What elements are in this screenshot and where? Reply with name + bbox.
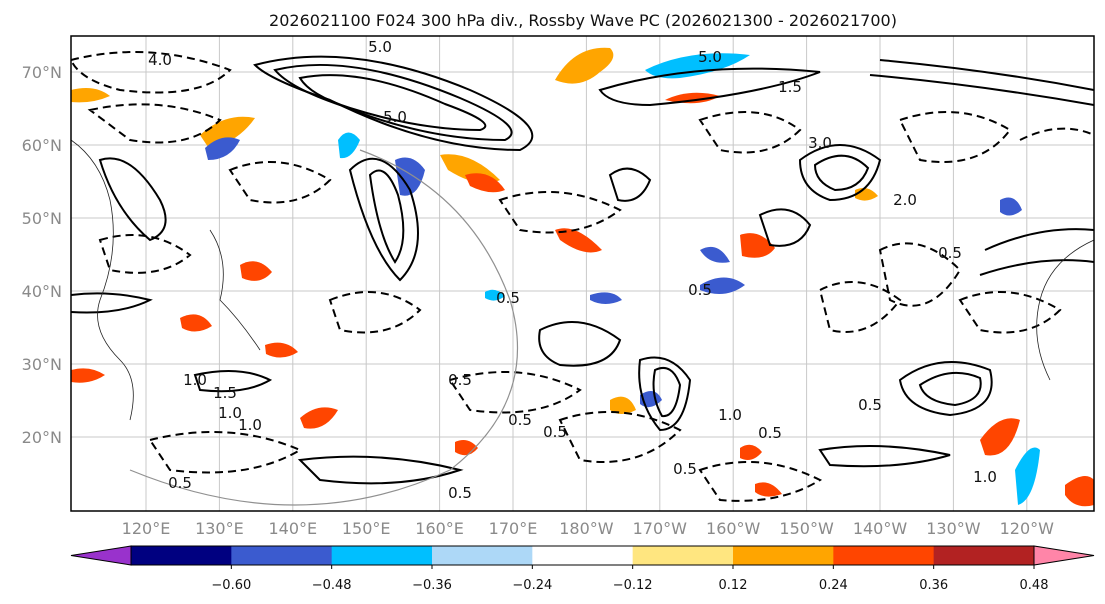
lat-label: 30°N (22, 355, 62, 374)
contour-label: 0.5 (938, 244, 962, 262)
divergence-shading (71, 47, 1094, 507)
colorbar-tick-label: −0.60 (211, 578, 251, 593)
lon-label: 160°E (415, 519, 464, 538)
lon-label: 120°W (1000, 519, 1055, 538)
negative-contours (71, 51, 1094, 502)
contour-label: 1.5 (213, 384, 237, 402)
colorbar-segment (532, 546, 634, 565)
contour-label: 5.0 (698, 48, 722, 66)
contour-label: 3.0 (808, 134, 832, 152)
lat-label: 50°N (22, 209, 62, 228)
colorbar-segment (231, 546, 333, 565)
contour-label: 5.0 (368, 38, 392, 56)
lon-label: 140°W (853, 519, 908, 538)
colorbar-min-extension (70, 545, 132, 566)
lon-label: 150°E (342, 519, 391, 538)
lon-label: 130°E (195, 519, 244, 538)
contour-label: 1.5 (778, 78, 802, 96)
graticule (71, 36, 1094, 511)
contour-label: 0.5 (496, 289, 520, 307)
colorbar-segment (331, 546, 433, 565)
colorbar-tick-label: 0.24 (819, 578, 848, 593)
colorbar-segment (632, 546, 734, 565)
colorbar-tick-label: 0.12 (719, 578, 748, 593)
lon-label: 130°W (926, 519, 981, 538)
contour-label: 1.0 (218, 404, 242, 422)
colorbar-tick-label: −0.48 (312, 578, 352, 593)
map-background (71, 36, 1094, 511)
colorbar-segment (131, 546, 232, 565)
colorbar-outline (130, 545, 1035, 566)
contour-label: 5.0 (383, 108, 407, 126)
great-circle-arcs (129, 149, 519, 506)
contour-label: 1.0 (973, 468, 997, 486)
map-panel: 4.05.05.05.01.51.01.01.50.50.50.50.51.01… (70, 35, 1095, 512)
lon-label: 150°W (779, 519, 834, 538)
lat-label: 20°N (22, 428, 62, 447)
contour-label: 0.5 (168, 474, 192, 492)
colorbar-tick-label: −0.12 (613, 578, 653, 593)
colorbar-segment (733, 546, 834, 565)
lat-label: 40°N (22, 282, 62, 301)
lat-label: 70°N (22, 63, 62, 82)
rossby-wave-contours (71, 55, 1094, 485)
contour-label: 0.5 (543, 423, 567, 441)
contour-label: 0.5 (758, 424, 782, 442)
latitude-labels: 70°N 60°N 50°N 40°N 30°N 20°N (22, 63, 62, 447)
longitude-labels: 120°E 130°E 140°E 150°E 160°E 170°E 180°W 170°W… (122, 519, 1054, 538)
contour-label: 2.0 (893, 191, 917, 209)
lon-label: 180°W (559, 519, 614, 538)
contour-label: 0.5 (508, 411, 532, 429)
colorbar-max-extension (1033, 545, 1095, 566)
contour-label: 0.5 (688, 281, 712, 299)
lon-label: 120°E (122, 519, 171, 538)
map-frame (70, 35, 1095, 512)
colorbar-segment (432, 546, 533, 565)
lon-label: 170°W (633, 519, 688, 538)
contour-label: 4.0 (148, 51, 172, 69)
lon-label: 140°E (268, 519, 317, 538)
colorbar-tick-label: 0.48 (1020, 578, 1049, 593)
contour-label: 0.5 (858, 396, 882, 414)
lon-label: 170°E (489, 519, 538, 538)
colorbar: −0.60 −0.48 −0.36 −0.24 −0.12 0.12 0.24 0.36 0.4… (70, 545, 1095, 593)
colorbar-tick-label: −0.36 (412, 578, 452, 593)
colorbar-tick-label: 0.36 (919, 578, 948, 593)
contour-label: 0.5 (673, 460, 697, 478)
contour-label: 1.0 (238, 416, 262, 434)
contour-label: 0.5 (448, 484, 472, 502)
colorbar-tick-label: −0.24 (512, 578, 552, 593)
coastlines (71, 139, 1094, 421)
map-title: 2026021100 F024 300 hPa div., Rossby Wav… (269, 11, 897, 30)
colorbar-segment (833, 546, 935, 565)
colorbar-segment (933, 546, 1035, 565)
contour-label: 1.0 (183, 371, 207, 389)
lon-label: 160°W (706, 519, 761, 538)
lat-label: 60°N (22, 136, 62, 155)
contour-label: 0.5 (448, 371, 472, 389)
contour-labels: 4.05.05.05.01.51.01.01.50.50.50.50.51.01… (148, 38, 997, 502)
contour-label: 1.0 (718, 406, 742, 424)
